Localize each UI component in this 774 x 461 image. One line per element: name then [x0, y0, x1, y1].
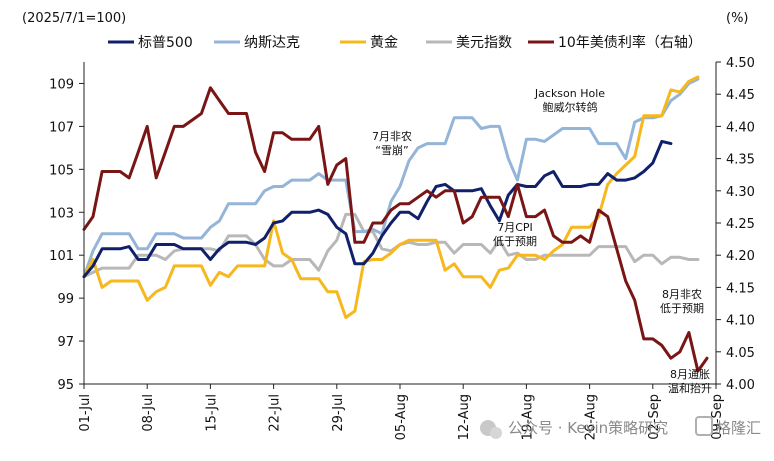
annotation-text: 鲍威尔转鸽 — [543, 100, 598, 114]
x-tick-label: 29-Jul — [331, 394, 346, 432]
right-tick-label: 4.25 — [726, 217, 755, 232]
annotation-text: Jackson Hole — [534, 87, 605, 100]
left-tick-label: 95 — [57, 378, 74, 393]
annotation-text: 7月非农 — [372, 129, 412, 143]
x-tick-label: 01-Jul — [78, 394, 93, 432]
left-unit-label: (2025/7/1=100) — [22, 11, 126, 26]
right-tick-label: 4.05 — [726, 346, 755, 361]
x-tick-label: 22-Jul — [268, 394, 283, 432]
legend-label: 标普500 — [138, 35, 193, 51]
left-tick-label: 101 — [49, 249, 74, 264]
left-tick-label: 97 — [57, 335, 74, 350]
axis-layer: 95 97 99 101 103 105 107 109 4.00 4.05 4.10 4.15 4.2… — [49, 56, 755, 440]
left-tick-label: 105 — [49, 163, 74, 178]
series-line-4 — [82, 86, 709, 373]
legend-label: 美元指数 — [456, 35, 512, 51]
right-tick-label: 4.15 — [726, 281, 755, 296]
left-tick-label: 107 — [49, 120, 74, 135]
gelonghui-logo-text: 格隆汇 — [716, 419, 761, 437]
x-tick-label: 09-Sep — [710, 394, 725, 440]
wechat-icon-bubble — [490, 427, 502, 439]
x-tick-label: 02-Sep — [647, 394, 662, 440]
annotation-text: 低于预期 — [493, 235, 537, 248]
watermark: 公众号 · Kevin策略研究 格隆汇 — [480, 416, 761, 439]
right-tick-label: 4.30 — [726, 185, 755, 200]
plot-area: 95 97 99 101 103 105 107 109 4.00 4.05 4.10 4.15 4.2… — [49, 56, 755, 440]
left-tick-label: 99 — [57, 292, 74, 307]
right-tick-label: 4.50 — [726, 56, 755, 71]
legend: 标普500 纳斯达克 黄金 美元指数 10年美债利率（右轴） — [108, 34, 702, 51]
x-tick-label: 12-Aug — [457, 394, 472, 440]
x-tick-label: 15-Jul — [204, 394, 219, 432]
annotation-text: 8月通胀 — [670, 368, 710, 381]
right-unit-label: (%) — [726, 11, 749, 26]
x-tick-label: 08-Jul — [141, 394, 156, 432]
right-tick-label: 4.40 — [726, 120, 755, 135]
right-tick-label: 4.20 — [726, 249, 755, 264]
right-tick-label: 4.10 — [726, 314, 755, 329]
left-unit: (2025/7/1=100) — [22, 11, 126, 26]
annotation-text: 8月非农 — [662, 287, 702, 301]
x-tick-label: 19-Aug — [520, 394, 535, 440]
annotation-text: 低于预期 — [660, 302, 704, 315]
annotation-text: 温和抬升 — [668, 381, 712, 395]
legend-label: 10年美债利率（右轴） — [558, 34, 702, 51]
annotation-text: “雪崩” — [375, 143, 408, 157]
series-layer — [82, 75, 709, 373]
x-tick-label: 26-Aug — [584, 394, 599, 440]
annotation-text: 7月CPI — [497, 221, 533, 234]
legend-label: 黄金 — [370, 34, 398, 51]
annotations: 7月非农“雪崩”Jackson Hole鲍威尔转鸽7月CPI低于预期8月非农低于… — [372, 87, 712, 395]
series-line-2 — [82, 75, 700, 319]
right-tick-label: 4.35 — [726, 153, 755, 168]
series-line-0 — [82, 139, 673, 279]
x-tick-label: 05-Aug — [394, 394, 409, 440]
right-tick-label: 4.45 — [726, 88, 755, 103]
legend-label: 纳斯达克 — [244, 35, 300, 51]
right-tick-label: 4.00 — [726, 378, 755, 393]
left-tick-label: 109 — [49, 77, 74, 92]
series-line-1 — [82, 77, 700, 279]
gelonghui-logo-icon — [695, 416, 713, 436]
watermark-text: 公众号 · Kevin策略研究 — [508, 419, 668, 437]
left-tick-label: 103 — [49, 206, 74, 221]
